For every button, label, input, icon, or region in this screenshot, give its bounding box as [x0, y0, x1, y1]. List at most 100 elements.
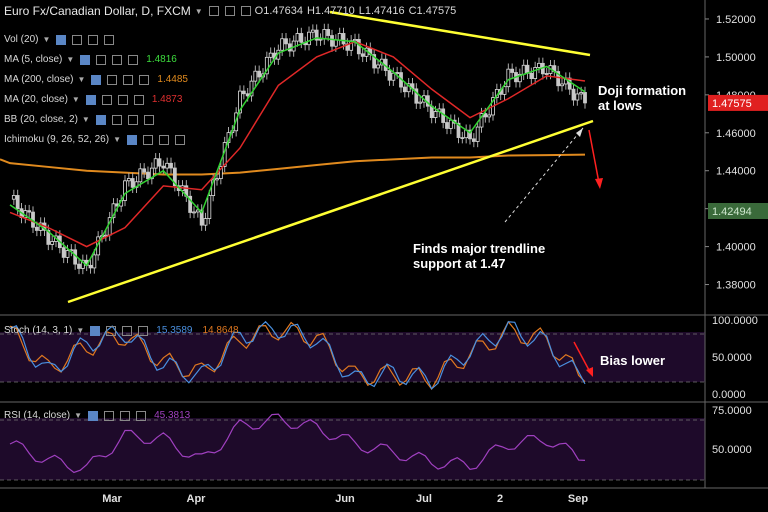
stoch-legend: Stoch (14, 3, 1) ▼ 15.3589 14.8648 — [4, 325, 239, 336]
close-icon[interactable] — [136, 410, 147, 421]
eye-icon[interactable] — [95, 114, 106, 125]
eye-icon[interactable] — [88, 410, 99, 421]
chevron-down-icon[interactable]: ▼ — [42, 35, 51, 44]
close-icon[interactable] — [174, 134, 185, 145]
ma20-line — [9, 40, 586, 248]
indicator-row[interactable]: MA (20, close) ▼ 1.4873 — [4, 94, 182, 105]
settings-icon[interactable] — [208, 6, 219, 16]
candle-body — [34, 226, 39, 231]
indicator-row[interactable]: BB (20, close, 2) ▼ — [4, 114, 154, 125]
eye-icon[interactable] — [80, 54, 91, 65]
ohlc-low: L1.47416 — [358, 5, 405, 17]
add-icon[interactable] — [123, 74, 134, 85]
add-icon[interactable] — [224, 6, 235, 16]
add-icon[interactable] — [127, 114, 138, 125]
settings-icon[interactable] — [101, 94, 112, 105]
eye-icon[interactable] — [91, 74, 102, 85]
close-icon[interactable] — [240, 6, 251, 16]
chevron-down-icon[interactable]: ▼ — [76, 326, 85, 335]
settings-icon[interactable] — [106, 325, 117, 336]
settings-icon[interactable] — [72, 34, 83, 45]
candle-body — [61, 247, 66, 258]
settings-icon[interactable] — [142, 134, 153, 145]
candle-body — [353, 39, 357, 42]
chevron-down-icon[interactable]: ▼ — [71, 95, 80, 104]
eye-icon[interactable] — [90, 325, 101, 336]
add-icon[interactable] — [120, 410, 131, 421]
price-tick-label: 1.46000 — [716, 128, 756, 140]
candle-body — [172, 167, 177, 187]
close-icon[interactable] — [128, 54, 139, 65]
indicator-label[interactable]: MA (20, close) — [4, 94, 68, 105]
candle-body — [341, 33, 346, 45]
price-tick-label: 1.40000 — [716, 242, 756, 254]
add-icon[interactable] — [117, 94, 128, 105]
settings-icon[interactable] — [107, 74, 118, 85]
x-tick-label: Jul — [416, 493, 432, 505]
eye-icon[interactable] — [126, 134, 137, 145]
close-icon[interactable] — [133, 94, 144, 105]
bias-arrow-line — [588, 129, 600, 184]
chevron-down-icon[interactable]: ▼ — [194, 6, 203, 16]
candle-body — [215, 178, 219, 181]
candle-body — [537, 62, 541, 68]
price-tick-label: 1.52000 — [716, 14, 756, 26]
add-icon[interactable] — [122, 325, 133, 336]
stoch-k-line — [9, 320, 586, 390]
add-icon[interactable] — [112, 54, 123, 65]
arrow-down-icon — [586, 367, 593, 377]
indicator-row[interactable]: MA (200, close) ▼ 1.4485 — [4, 74, 188, 85]
close-icon[interactable] — [138, 325, 149, 336]
candle-body — [165, 162, 170, 169]
add-icon[interactable] — [88, 34, 99, 45]
indicator-label[interactable]: MA (5, close) — [4, 54, 63, 65]
settings-icon[interactable] — [104, 410, 115, 421]
doji-annotation: Doji formation at lows — [598, 83, 687, 113]
close-icon[interactable] — [139, 74, 150, 85]
upper-trendline — [329, 10, 591, 57]
candle-body — [307, 31, 311, 46]
indicator-label[interactable]: Vol (20) — [4, 34, 39, 45]
chevron-down-icon[interactable]: ▼ — [77, 75, 86, 84]
stoch-label[interactable]: Stoch (14, 3, 1) — [4, 325, 73, 336]
close-icon[interactable] — [143, 114, 154, 125]
chevron-down-icon[interactable]: ▼ — [74, 411, 83, 420]
trendline-annotation: Finds major trendline support at 1.47 — [413, 241, 546, 271]
rsi-legend: RSI (14, close) ▼ 45.3813 — [4, 410, 190, 421]
indicator-label[interactable]: BB (20, close, 2) — [4, 114, 78, 125]
candle-body — [46, 229, 51, 245]
indicator-row[interactable]: MA (5, close) ▼ 1.4816 — [4, 54, 177, 65]
candle-body — [475, 126, 480, 142]
chevron-down-icon[interactable]: ▼ — [113, 135, 121, 144]
settings-icon[interactable] — [111, 114, 122, 125]
chevron-down-icon[interactable]: ▼ — [81, 115, 90, 124]
current-price-tag — [708, 94, 768, 111]
candle-body — [387, 70, 392, 81]
candle-body — [376, 64, 380, 69]
current-price-label: 1.47575 — [712, 98, 752, 110]
candle-body — [510, 68, 515, 73]
symbol-title[interactable]: Euro Fx/Canadian Dollar, D, FXCM — [4, 4, 191, 18]
add-icon[interactable] — [158, 134, 169, 145]
indicator-label[interactable]: Ichimoku (9, 26, 52, 26) — [4, 134, 110, 145]
stoch-d-value: 14.8648 — [202, 325, 239, 336]
candle-body — [249, 80, 254, 97]
eye-icon[interactable] — [85, 94, 96, 105]
candle-body — [433, 111, 438, 118]
eye-icon[interactable] — [56, 34, 67, 45]
indicator-row[interactable]: Vol (20) ▼ — [4, 34, 115, 45]
rsi-label[interactable]: RSI (14, close) — [4, 410, 71, 421]
candle-body — [153, 158, 158, 169]
chevron-down-icon[interactable]: ▼ — [66, 55, 75, 64]
indicator-label[interactable]: MA (200, close) — [4, 74, 74, 85]
candle-body — [517, 73, 522, 83]
candle-body — [391, 72, 396, 81]
candle-body — [456, 122, 461, 138]
settings-icon[interactable] — [96, 54, 107, 65]
ohlc-high: H1.47710 — [306, 5, 355, 17]
price-tick-label: 1.38000 — [716, 280, 756, 292]
candle-body — [583, 92, 587, 104]
indicator-row[interactable]: Ichimoku (9, 26, 52, 26) ▼ — [4, 134, 185, 145]
close-icon[interactable] — [104, 34, 115, 45]
